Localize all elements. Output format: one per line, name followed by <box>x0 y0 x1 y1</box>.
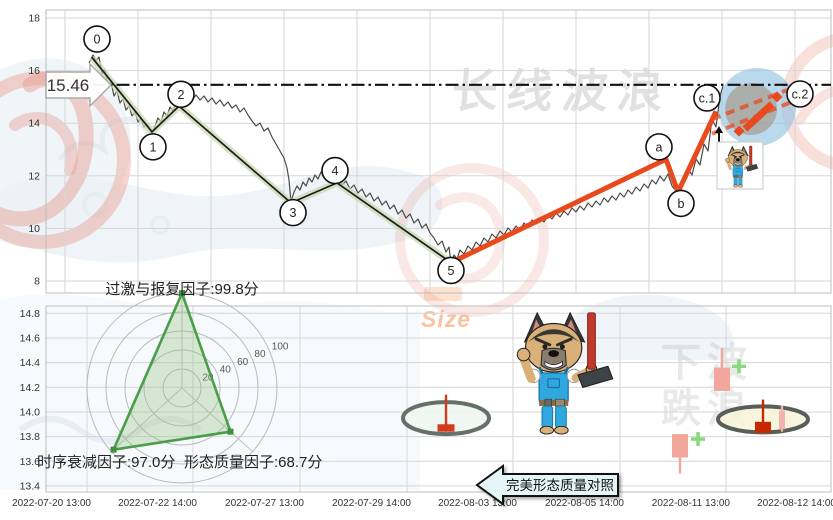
svg-text:100: 100 <box>272 341 289 352</box>
svg-text:13.6: 13.6 <box>20 456 41 468</box>
svg-text:13.4: 13.4 <box>20 480 41 492</box>
svg-text:1: 1 <box>150 140 157 154</box>
svg-text:3: 3 <box>290 206 297 220</box>
svg-text:5: 5 <box>448 264 455 278</box>
svg-text:14.2: 14.2 <box>20 382 41 394</box>
radar-factor-top-label: 过激与报复因子:99.8分 <box>105 281 259 298</box>
svg-text:2022-07-20 13:00: 2022-07-20 13:00 <box>12 498 91 509</box>
svg-text:4: 4 <box>332 164 339 178</box>
svg-text:40: 40 <box>220 365 232 376</box>
svg-text:8: 8 <box>34 276 40 288</box>
compare-callout-text: 完美形态质量对照 <box>506 478 614 493</box>
svg-text:0: 0 <box>94 33 101 47</box>
svg-text:2022-07-29 14:00: 2022-07-29 14:00 <box>332 498 411 509</box>
svg-text:b: b <box>678 197 685 211</box>
size-watermark: Size <box>421 306 472 332</box>
svg-text:2022-08-05 14:00: 2022-08-05 14:00 <box>545 498 624 509</box>
svg-text:2: 2 <box>178 88 185 102</box>
size-logo-box <box>424 287 462 301</box>
price-level-text: 15.46 <box>47 76 90 95</box>
svg-text:60: 60 <box>237 357 249 368</box>
svg-text:80: 80 <box>254 349 266 360</box>
svg-text:2022-08-12 14:00: 2022-08-12 14:00 <box>757 498 833 509</box>
price-level-callout: 15.46 <box>45 62 113 108</box>
svg-text:14.4: 14.4 <box>20 357 41 369</box>
svg-text:20: 20 <box>202 372 214 383</box>
radar-factor-bottom-right-label: 形态质量因子:68.7分 <box>184 454 323 471</box>
svg-text:c.2: c.2 <box>792 88 809 102</box>
svg-text:13.8: 13.8 <box>20 431 41 443</box>
dog-thumbnail-box <box>716 141 764 190</box>
svg-text:10: 10 <box>28 223 40 235</box>
svg-text:14.8: 14.8 <box>20 308 41 320</box>
svg-text:c.1: c.1 <box>699 91 716 105</box>
svg-text:2022-07-27 13:00: 2022-07-27 13:00 <box>225 498 304 509</box>
svg-text:2022-07-22 14:00: 2022-07-22 14:00 <box>118 498 197 509</box>
svg-text:2022-08-11 13:00: 2022-08-11 13:00 <box>652 498 731 509</box>
svg-text:14.0: 14.0 <box>20 406 41 418</box>
svg-text:a: a <box>656 140 663 154</box>
svg-text:16: 16 <box>28 65 40 77</box>
svg-text:14.6: 14.6 <box>20 332 41 344</box>
svg-text:18: 18 <box>28 13 40 25</box>
compare-callout: 完美形态质量对照 <box>475 464 619 506</box>
svg-text:12: 12 <box>28 170 40 182</box>
svg-text:14: 14 <box>28 118 40 130</box>
svg-text:2022-08-03 13:00: 2022-08-03 13:00 <box>438 498 517 509</box>
radar-factor-bottom-left-label: 时序衰减因子:97.0分 <box>37 454 176 471</box>
